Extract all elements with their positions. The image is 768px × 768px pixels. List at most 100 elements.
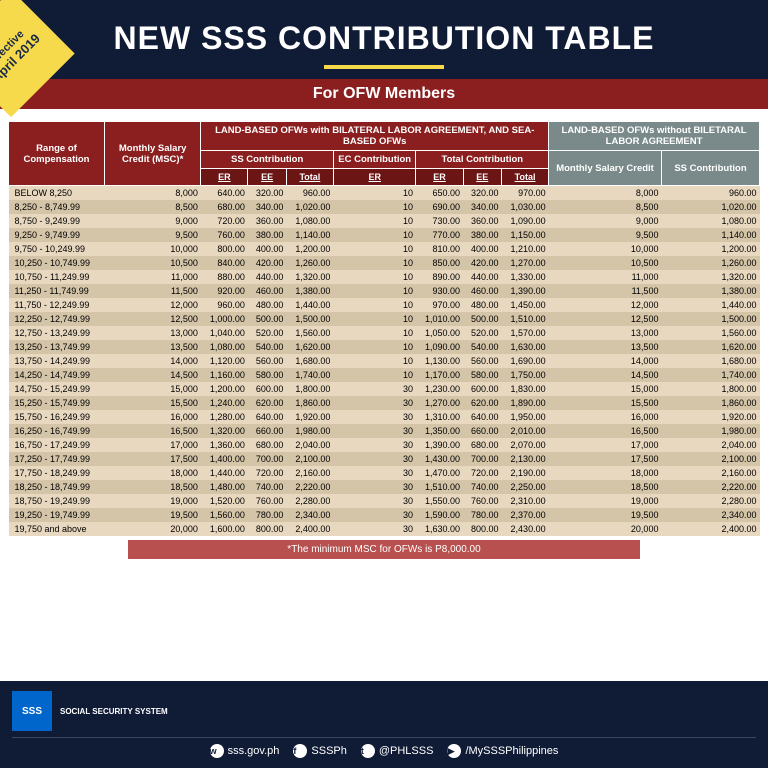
cell-msc: 14,500 [105,368,201,382]
cell-ec: 30 [333,508,416,522]
social-web[interactable]: wsss.gov.ph [210,744,280,758]
table-row: 9,750 - 10,249.9910,000800.00400.001,200… [9,242,760,256]
cell-tee: 680.00 [463,438,501,452]
cell-tot: 1,380.00 [286,284,333,298]
table-row: 14,250 - 14,749.9914,5001,160.00580.001,… [9,368,760,382]
cell-msc: 19,500 [105,508,201,522]
cell-ee: 800.00 [248,522,286,536]
cell-ttot: 2,310.00 [502,494,549,508]
cell-ter: 970.00 [416,298,463,312]
cell-tee: 620.00 [463,396,501,410]
cell-ss2: 2,400.00 [661,522,759,536]
social-yt[interactable]: ▶/MySSSPhilippines [447,744,558,758]
cell-range: 11,250 - 11,749.99 [9,284,105,298]
cell-msc2: 11,500 [549,284,662,298]
cell-msc: 8,500 [105,200,201,214]
cell-ee: 700.00 [248,452,286,466]
cell-msc2: 10,000 [549,242,662,256]
cell-msc2: 9,000 [549,214,662,228]
cell-tee: 740.00 [463,480,501,494]
cell-tot: 960.00 [286,186,333,201]
cell-ec: 30 [333,480,416,494]
cell-range: 8,750 - 9,249.99 [9,214,105,228]
cell-msc2: 8,500 [549,200,662,214]
cell-ter: 1,130.00 [416,354,463,368]
cell-msc: 9,500 [105,228,201,242]
cell-tot: 1,440.00 [286,298,333,312]
cell-ec: 30 [333,522,416,536]
cell-tot: 1,200.00 [286,242,333,256]
cell-er: 840.00 [201,256,248,270]
cell-ss2: 1,860.00 [661,396,759,410]
table-container: Range of Compensation Monthly Salary Cre… [0,109,768,563]
social-fb[interactable]: fSSSPh [293,744,346,758]
cell-ee: 440.00 [248,270,286,284]
cell-ee: 360.00 [248,214,286,228]
cell-ec: 10 [333,340,416,354]
cell-tot: 1,740.00 [286,368,333,382]
cell-er: 1,480.00 [201,480,248,494]
cell-range: 15,250 - 15,749.99 [9,396,105,410]
cell-ter: 1,430.00 [416,452,463,466]
cell-tot: 2,400.00 [286,522,333,536]
table-row: 9,250 - 9,749.999,500760.00380.001,140.0… [9,228,760,242]
cell-ec: 10 [333,312,416,326]
cell-ss2: 1,140.00 [661,228,759,242]
cell-ter: 1,090.00 [416,340,463,354]
table-row: 17,750 - 18,249.9918,0001,440.00720.002,… [9,466,760,480]
cell-msc2: 8,000 [549,186,662,201]
cell-range: BELOW 8,250 [9,186,105,201]
cell-ter: 730.00 [416,214,463,228]
cell-tot: 1,620.00 [286,340,333,354]
cell-ee: 380.00 [248,228,286,242]
cell-er: 1,080.00 [201,340,248,354]
cell-ec: 10 [333,326,416,340]
th-group2: LAND-BASED OFWs without BILETARAL LABOR … [549,122,760,151]
cell-ter: 770.00 [416,228,463,242]
cell-tot: 2,340.00 [286,508,333,522]
cell-range: 18,250 - 18,749.99 [9,480,105,494]
cell-range: 19,250 - 19,749.99 [9,508,105,522]
cell-range: 11,750 - 12,249.99 [9,298,105,312]
cell-ec: 10 [333,214,416,228]
cell-ter: 810.00 [416,242,463,256]
cell-ee: 320.00 [248,186,286,201]
cell-ttot: 2,070.00 [502,438,549,452]
cell-msc2: 13,000 [549,326,662,340]
table-row: 15,250 - 15,749.9915,5001,240.00620.001,… [9,396,760,410]
cell-ter: 1,270.00 [416,396,463,410]
cell-range: 10,750 - 11,249.99 [9,270,105,284]
cell-msc2: 12,500 [549,312,662,326]
th-ter: ER [416,169,463,186]
cell-ttot: 2,190.00 [502,466,549,480]
cell-er: 1,160.00 [201,368,248,382]
cell-tee: 640.00 [463,410,501,424]
cell-ss2: 1,980.00 [661,424,759,438]
cell-ec: 30 [333,410,416,424]
cell-tee: 580.00 [463,368,501,382]
th-ss2: SS Contribution [661,151,759,186]
cell-ter: 1,350.00 [416,424,463,438]
cell-msc2: 16,000 [549,410,662,424]
cell-ttot: 1,510.00 [502,312,549,326]
cell-msc2: 9,500 [549,228,662,242]
social-tw[interactable]: t@PHLSSS [361,744,434,758]
cell-ttot: 970.00 [502,186,549,201]
cell-ec: 30 [333,466,416,480]
cell-range: 16,250 - 16,749.99 [9,424,105,438]
cell-ter: 1,310.00 [416,410,463,424]
cell-msc2: 14,000 [549,354,662,368]
cell-msc: 15,000 [105,382,201,396]
table-row: 13,750 - 14,249.9914,0001,120.00560.001,… [9,354,760,368]
cell-er: 760.00 [201,228,248,242]
cell-range: 12,250 - 12,749.99 [9,312,105,326]
cell-msc2: 20,000 [549,522,662,536]
cell-er: 920.00 [201,284,248,298]
cell-er: 1,360.00 [201,438,248,452]
cell-ttot: 2,370.00 [502,508,549,522]
th-ec: EC Contribution [333,151,416,169]
th-msc: Monthly Salary Credit (MSC)* [105,122,201,186]
cell-ss2: 1,440.00 [661,298,759,312]
table-row: 12,250 - 12,749.9912,5001,000.00500.001,… [9,312,760,326]
cell-range: 10,250 - 10,749.99 [9,256,105,270]
